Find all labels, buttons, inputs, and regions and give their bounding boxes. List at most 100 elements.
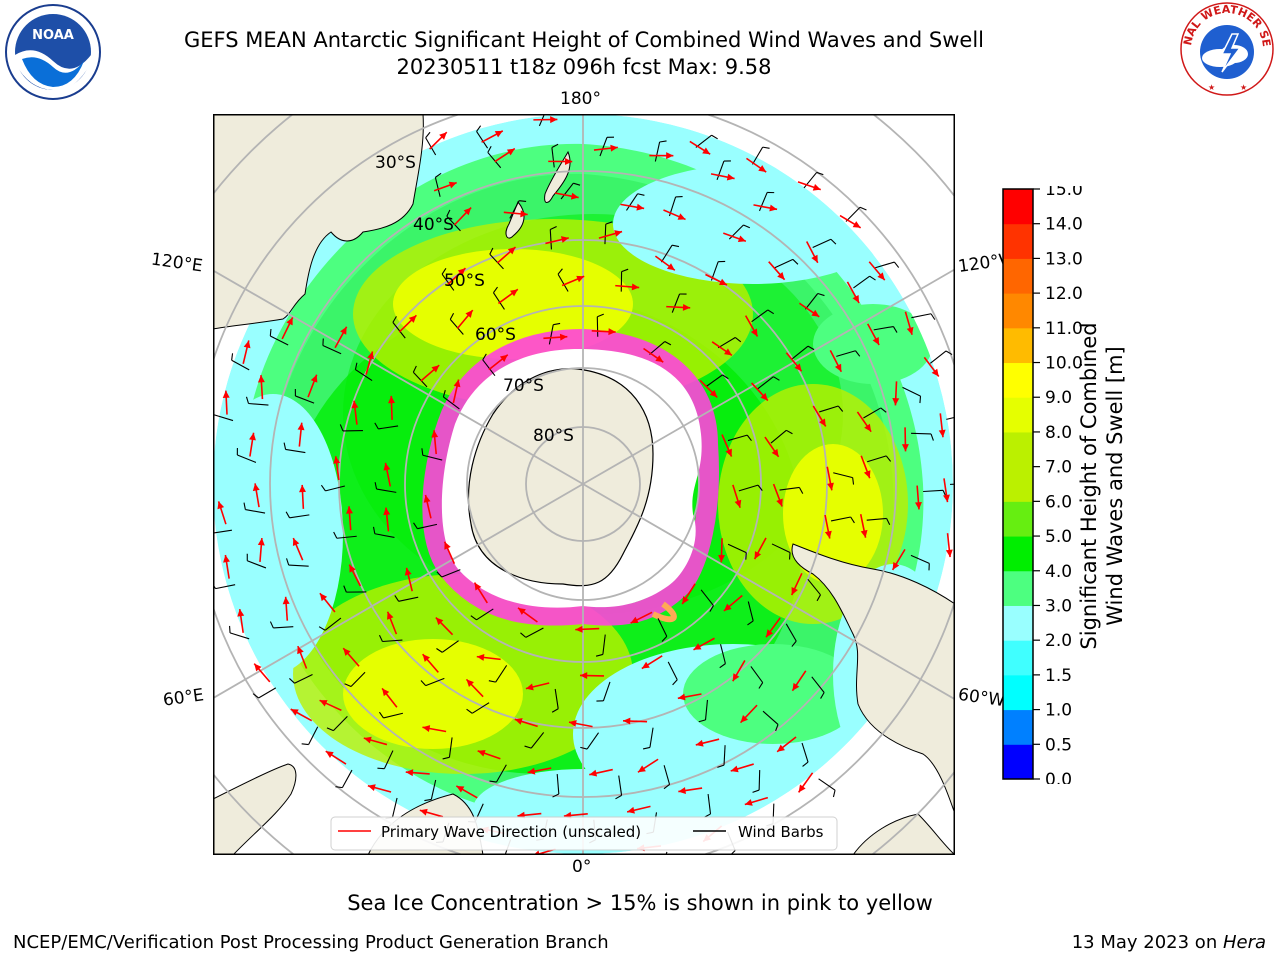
- wind-barb-feather: [930, 433, 934, 441]
- wind-barb-feather: [442, 390, 446, 398]
- colorbar-tick-label: 11.0: [1045, 319, 1083, 339]
- wind-barb-feather: [880, 407, 887, 413]
- wind-barb: [294, 674, 313, 684]
- colorbar-segment: [1003, 501, 1033, 537]
- wave-arrow-head: [518, 607, 526, 615]
- wave-arrow-head: [776, 498, 783, 507]
- wind-barb: [248, 402, 269, 406]
- wave-arrow-head: [453, 379, 461, 388]
- wind-barb-feather: [551, 143, 559, 149]
- wind-barb: [779, 486, 800, 491]
- wind-barb: [818, 778, 836, 791]
- wave-arrow-head: [507, 247, 516, 255]
- wind-barb: [946, 416, 955, 420]
- wave-arrow-head: [636, 203, 645, 211]
- wave-arrow-head: [892, 561, 900, 570]
- wind-barb-feather: [919, 396, 922, 404]
- wave-arrow-head: [627, 806, 635, 814]
- wave-arrow-head: [938, 429, 946, 438]
- wind-barb: [911, 432, 932, 435]
- colorbar-segment: [1003, 293, 1033, 329]
- longitude-gridlines: [213, 114, 955, 855]
- legend-barb-label: Wind Barbs: [738, 823, 824, 841]
- colorbar-label-line2: Wind Waves and Swell [m]: [1103, 346, 1127, 626]
- wind-barb: [705, 374, 723, 387]
- wind-barb-feather: [930, 313, 936, 320]
- wind-barb: [750, 666, 764, 683]
- wind-barb-feather: [412, 365, 417, 373]
- wave-arrow-head: [791, 587, 798, 596]
- wind-barb-feather: [855, 350, 861, 357]
- wind-barb: [213, 414, 234, 422]
- wave-arrow-head: [349, 564, 356, 573]
- wave-arrow-head: [527, 767, 536, 775]
- wind-barb-feather: [344, 683, 352, 688]
- colorbar-segment: [1003, 605, 1033, 641]
- wind-barb: [258, 687, 277, 699]
- wind-barb: [383, 712, 404, 719]
- wave-arrow-head: [737, 235, 746, 243]
- wind-barb: [213, 529, 232, 534]
- wind-barb: [350, 671, 366, 687]
- wind-barb: [376, 488, 397, 493]
- wave-arrow-head: [422, 654, 430, 662]
- wind-barb: [231, 359, 250, 371]
- wind-barb-feather: [722, 374, 729, 380]
- wave-arrow-head: [408, 315, 417, 323]
- colorbar-tick-label: 0.5: [1045, 735, 1072, 755]
- wave-arrow-head: [243, 340, 251, 349]
- wave-arrow-head: [252, 483, 260, 492]
- wave-arrow-head: [709, 389, 718, 398]
- wind-barb: [727, 434, 748, 442]
- wind-barb: [700, 589, 714, 606]
- legend-wave-label: Primary Wave Direction (unscaled): [381, 823, 641, 841]
- wave-direction-arrows: [217, 116, 953, 855]
- wave-arrow-head: [237, 609, 245, 617]
- wave-arrow-head: [463, 207, 472, 216]
- wind-barb: [237, 454, 257, 463]
- colorbar-label-line1: Significant Height of Combined: [1077, 322, 1101, 650]
- colorbar-segment: [1003, 431, 1033, 468]
- wind-barb-feather: [413, 522, 418, 529]
- wave-arrow-head: [901, 444, 909, 452]
- wave-arrow-head: [827, 482, 834, 491]
- wind-barb: [586, 732, 600, 750]
- wind-barb: [751, 309, 769, 323]
- wind-barb-feather: [519, 200, 527, 203]
- colorbar-segment: [1003, 744, 1033, 780]
- wind-barb-feather: [301, 743, 309, 746]
- wind-barb-feather: [354, 362, 358, 370]
- lon-label-60w: 60°W: [956, 684, 1007, 712]
- wave-arrow-head: [819, 418, 826, 427]
- colorbar-tick-label: 1.5: [1045, 666, 1072, 686]
- wave-arrow-head: [943, 494, 950, 503]
- wind-barb: [604, 224, 607, 245]
- colorbar-tick-label: 10.0: [1045, 354, 1083, 374]
- colorbar-tick-label: 1.0: [1045, 701, 1072, 721]
- wind-barb: [425, 677, 445, 687]
- wind-barb-feather: [379, 711, 384, 719]
- wave-arrow-head: [666, 152, 674, 160]
- wave-arrow-head: [740, 715, 749, 723]
- wind-barb: [374, 533, 395, 538]
- wind-barb: [867, 455, 887, 463]
- wind-barb-feather: [286, 558, 290, 566]
- wind-barb-feather: [392, 316, 397, 323]
- wind-barb: [449, 319, 464, 335]
- svg-text:★: ★: [1240, 83, 1247, 92]
- wind-barb: [649, 341, 666, 355]
- wind-barb-feather: [283, 442, 287, 450]
- wind-barb-feather: [289, 678, 295, 684]
- wind-barb-feather: [621, 268, 629, 273]
- wave-arrow-head: [319, 593, 328, 602]
- wave-arrow-head: [914, 501, 922, 510]
- wind-barb-feather: [816, 171, 824, 176]
- wind-barb-feather: [326, 727, 334, 732]
- wind-barb: [247, 560, 267, 569]
- wave-arrow-head: [474, 582, 482, 591]
- wave-arrow-head: [576, 275, 585, 283]
- wind-barb: [654, 141, 661, 162]
- wave-arrow-head: [744, 799, 753, 806]
- footer-machine: Hera: [1222, 932, 1266, 953]
- wind-barb: [626, 193, 639, 211]
